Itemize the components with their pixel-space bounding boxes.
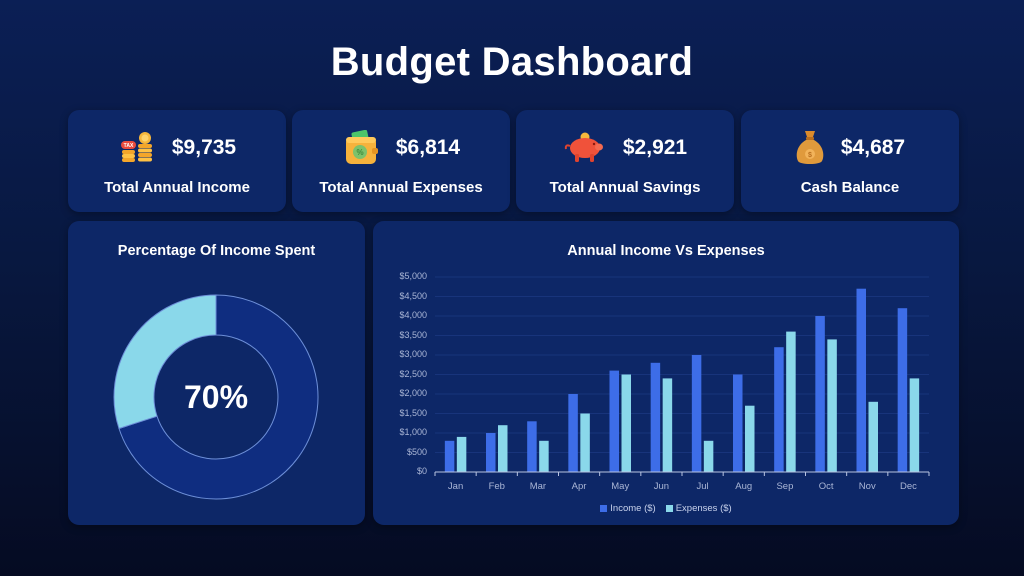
- legend-label: Expenses ($): [675, 503, 732, 514]
- y-tick: $3,000: [399, 349, 427, 359]
- y-tick: $4,000: [399, 310, 427, 320]
- income-bar: [691, 355, 702, 472]
- kpi-value: $9,735: [171, 136, 237, 159]
- x-tick-label: Dec: [899, 481, 917, 492]
- money-bag-icon: $: [795, 129, 825, 167]
- x-tick-label: Apr: [571, 481, 587, 492]
- tax-coins-icon: TAX: [118, 131, 156, 165]
- kpi-card-total-savings: $2,921 Total Annual Savings: [516, 110, 734, 212]
- x-tick-label: Jan: [447, 481, 464, 492]
- expenses-bar: [621, 374, 631, 472]
- income-swatch-icon: [600, 505, 608, 512]
- expenses-swatch-icon: [665, 505, 673, 512]
- expenses-bar: [703, 440, 714, 472]
- wallet-icon: %: [342, 130, 380, 166]
- kpi-label: Total Annual Income: [104, 179, 250, 196]
- y-tick: $2,000: [399, 388, 427, 398]
- x-tick-label: Sep: [776, 481, 794, 492]
- kpi-label: Total Annual Savings: [549, 179, 701, 196]
- income-bar: [856, 288, 866, 472]
- expenses-bar: [868, 401, 878, 472]
- donut-chart: [113, 294, 319, 500]
- income-spent-panel: Percentage Of Income Spent 70%: [68, 221, 365, 525]
- y-tick: $0: [416, 466, 427, 476]
- legend-label: Income ($): [610, 503, 656, 514]
- kpi-value: $2,921: [622, 136, 688, 159]
- donut-center-label: 70%: [183, 379, 249, 415]
- expenses-bar: [909, 378, 920, 472]
- legend-item-expenses: Expenses ($): [665, 503, 732, 514]
- income-bar: [444, 440, 455, 472]
- kpi-value: $6,814: [395, 136, 461, 159]
- y-axis: $0 $500 $1,000 $1,500 $2,000 $2,500 $3,0…: [387, 221, 427, 525]
- expenses-bar: [539, 440, 549, 472]
- kpi-label: Total Annual Expenses: [319, 179, 483, 196]
- income-bar: [650, 362, 661, 472]
- x-tick-label: Oct: [818, 481, 834, 492]
- y-tick: $4,500: [399, 290, 427, 301]
- expenses-bar: [745, 405, 755, 472]
- income-bar: [897, 308, 908, 472]
- x-tick-label: Mar: [529, 481, 547, 492]
- x-tick-label: May: [611, 481, 630, 492]
- income-vs-expenses-panel: Annual Income Vs Expenses $0 $500 $1,000…: [373, 221, 959, 525]
- kpi-card-total-income: TAX $9,735 Total Annual Income: [68, 110, 286, 212]
- income-bar: [527, 421, 537, 472]
- x-tick-label: Jun: [653, 481, 670, 492]
- donut-segment-remaining: [113, 294, 217, 430]
- legend-item-income: Income ($): [600, 503, 656, 514]
- expenses-bar: [827, 339, 837, 472]
- svg-text:$: $: [808, 152, 812, 159]
- income-bar: [568, 394, 578, 472]
- donut-segment-spent: [118, 294, 319, 500]
- kpi-value: $4,687: [840, 136, 906, 159]
- income-bar: [733, 374, 743, 472]
- x-tick-label: Aug: [735, 481, 753, 492]
- income-bar: [815, 316, 825, 472]
- x-tick-label: Jul: [696, 481, 709, 492]
- page-title: Budget Dashboard: [330, 40, 694, 84]
- bar-chart-title: Annual Income Vs Expenses: [567, 243, 765, 259]
- svg-text:%: %: [356, 148, 363, 157]
- expenses-bar: [456, 436, 467, 472]
- expenses-bar: [498, 425, 508, 472]
- y-tick: $1,500: [399, 407, 427, 418]
- x-tick-label: Nov: [858, 481, 876, 492]
- income-bar: [609, 370, 619, 472]
- chart-legend: Income ($) Expenses ($): [373, 503, 959, 514]
- expenses-bar: [786, 331, 796, 472]
- kpi-card-cash-balance: $ $4,687 Cash Balance: [741, 110, 959, 212]
- kpi-label: Cash Balance: [800, 179, 900, 196]
- y-tick: $5,000: [399, 271, 427, 281]
- income-bar: [486, 433, 496, 472]
- y-tick: $1,000: [399, 427, 427, 437]
- kpi-card-total-expenses: % $6,814 Total Annual Expenses: [292, 110, 510, 212]
- piggy-bank-icon: [563, 132, 607, 164]
- expenses-bar: [662, 378, 673, 472]
- donut-chart-title: Percentage Of Income Spent: [117, 243, 316, 259]
- bar-chart: [434, 276, 930, 476]
- income-bar: [774, 347, 784, 472]
- x-tick-label: Feb: [488, 481, 505, 492]
- expenses-bar: [580, 413, 590, 472]
- y-tick: $3,500: [399, 329, 427, 340]
- y-tick: $2,500: [399, 368, 427, 379]
- svg-text:TAX: TAX: [124, 143, 134, 149]
- y-tick: $500: [406, 446, 427, 457]
